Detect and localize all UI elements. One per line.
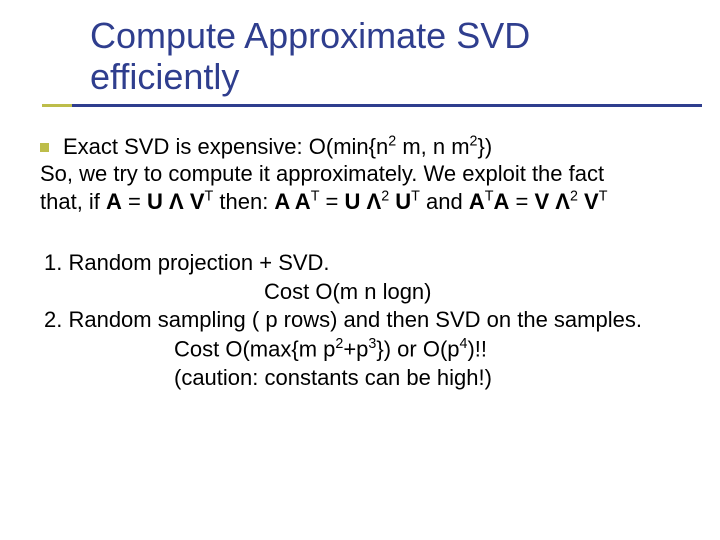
tif-A: A bbox=[106, 189, 122, 214]
i2-cost-mid: +p bbox=[343, 336, 368, 361]
tif-U: U bbox=[147, 189, 163, 214]
bullet-square-icon bbox=[40, 143, 49, 152]
tif-and: and bbox=[420, 189, 469, 214]
tif-V: V bbox=[190, 189, 205, 214]
tif-T3: T bbox=[411, 188, 420, 204]
underline-accent bbox=[42, 104, 72, 107]
item-1-cost: Cost O(m n logn) bbox=[264, 278, 690, 307]
tif-T5: T bbox=[599, 188, 608, 204]
tif-V2: V bbox=[534, 189, 549, 214]
bullet-1-pre: Exact SVD is expensive: O(min{n bbox=[63, 134, 388, 159]
bullet-1-sup2: 2 bbox=[470, 133, 478, 149]
item-2-cost: Cost O(max{m p2+p3}) or O(p4)!! bbox=[174, 335, 690, 364]
bullet-1-post: }) bbox=[478, 134, 493, 159]
tif-t0: that, if bbox=[40, 189, 106, 214]
that-if-line: that, if A = U Λ VT then: A AT = U Λ2 UT… bbox=[40, 188, 690, 216]
tif-AA: A A bbox=[274, 189, 310, 214]
tif-L2: Λ bbox=[367, 189, 382, 214]
bullet-1: Exact SVD is expensive: O(min{n2 m, n m2… bbox=[40, 133, 690, 161]
tif-then: then: bbox=[213, 189, 274, 214]
title-underline bbox=[42, 104, 702, 107]
slide: Compute Approximate SVD efficiently Exac… bbox=[0, 0, 720, 540]
tif-T1: T bbox=[205, 188, 214, 204]
tif-s3: 2 bbox=[570, 188, 578, 204]
i2-cost-mid2: }) or O(p bbox=[376, 336, 459, 361]
tif-eq3: = bbox=[509, 189, 534, 214]
so-line: So, we try to compute it approximately. … bbox=[40, 160, 690, 188]
bullet-1-sup1: 2 bbox=[388, 133, 396, 149]
tif-L: Λ bbox=[169, 189, 184, 214]
bullet-1-text: Exact SVD is expensive: O(min{n2 m, n m2… bbox=[63, 133, 492, 161]
i2-cost-post: )!! bbox=[467, 336, 487, 361]
title-line-1: Compute Approximate SVD bbox=[90, 15, 530, 56]
tif-U2: U bbox=[345, 189, 361, 214]
item-2-caution: (caution: constants can be high!) bbox=[174, 364, 690, 393]
slide-title: Compute Approximate SVD efficiently bbox=[90, 15, 690, 98]
title-block: Compute Approximate SVD efficiently bbox=[90, 15, 690, 98]
item-2: 2. Random sampling ( p rows) and then SV… bbox=[44, 306, 690, 335]
title-line-2: efficiently bbox=[90, 56, 239, 97]
tif-eq2: = bbox=[319, 189, 344, 214]
tif-s2: 2 bbox=[381, 188, 389, 204]
tif-eq1: = bbox=[122, 189, 147, 214]
underline-bar bbox=[42, 104, 702, 107]
tif-A3: A bbox=[493, 189, 509, 214]
item-1: 1. Random projection + SVD. bbox=[44, 249, 690, 278]
tif-A2: A bbox=[469, 189, 485, 214]
i2-cost-pre: Cost O(max{m p bbox=[174, 336, 335, 361]
tif-U3: U bbox=[395, 189, 411, 214]
body: Exact SVD is expensive: O(min{n2 m, n m2… bbox=[30, 133, 690, 393]
tif-V3: V bbox=[584, 189, 599, 214]
numbered-list: 1. Random projection + SVD. Cost O(m n l… bbox=[44, 249, 690, 392]
tif-L3: Λ bbox=[555, 189, 570, 214]
bullet-1-mid: m, n m bbox=[396, 134, 469, 159]
